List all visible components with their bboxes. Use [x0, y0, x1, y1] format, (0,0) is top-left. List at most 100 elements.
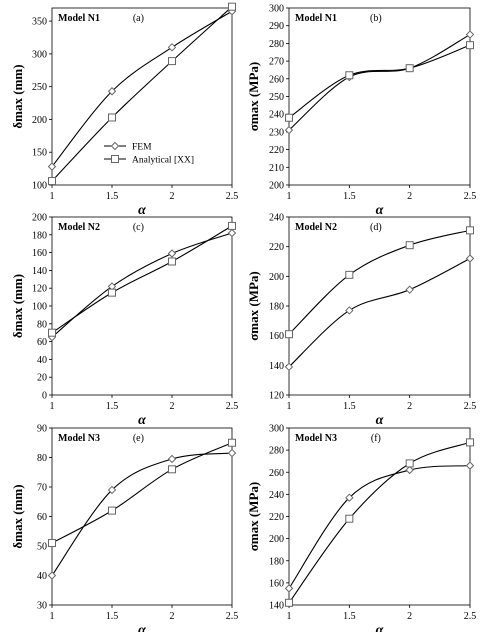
y-tick-label: 180: [269, 302, 284, 313]
data-point-square: [466, 438, 474, 447]
legend-marker-diamond: [110, 141, 120, 151]
y-tick-label: 260: [269, 74, 284, 85]
y-tick-label: 200: [269, 534, 284, 545]
model-title: Model N1: [58, 13, 100, 24]
y-tick-label: 180: [269, 556, 284, 567]
plot-frame: [288, 427, 471, 606]
data-point-square: [48, 539, 56, 548]
panel-label: (b): [370, 13, 382, 24]
data-point-square: [466, 41, 474, 50]
y-tick-label: 180: [32, 230, 47, 241]
x-tick-label: 1.5: [343, 401, 356, 412]
series-line-square: [51, 6, 233, 182]
y-tick-label: 220: [269, 512, 284, 523]
y-tick-label: 40: [37, 571, 47, 582]
data-point-diamond: [284, 362, 294, 372]
y-tick-label: 20: [37, 373, 47, 384]
x-tick-label: 1: [287, 191, 292, 202]
x-tick-label: 1.5: [106, 401, 119, 412]
y-tick-label: 30: [37, 601, 47, 612]
chart-panel-6: 140 160 180 200 220 240 260 280 300 1 1.5 2 2.5 α σmax…: [246, 424, 476, 632]
data-point-diamond: [405, 465, 414, 475]
y-tick-label: 80: [37, 453, 47, 464]
y-tick-label: 160: [269, 331, 284, 342]
y-tick-label: 90: [37, 424, 47, 435]
y-tick-label: 290: [269, 21, 284, 32]
x-tick-label: 1.5: [106, 611, 119, 622]
y-tick-label: 80: [37, 319, 47, 330]
y-axis-label: σmax (MPa): [246, 271, 261, 341]
y-axis-label: σmax (MPa): [246, 62, 261, 132]
data-point-square: [168, 57, 176, 66]
y-tick-label: 350: [32, 17, 47, 28]
model-title: Model N2: [58, 222, 100, 233]
data-point-square: [228, 221, 236, 230]
x-tick-label: 1: [50, 401, 55, 412]
data-point-square: [48, 177, 56, 186]
data-point-diamond: [405, 285, 414, 294]
data-point-diamond: [284, 584, 294, 593]
y-axis-label: σmax (MPa): [246, 482, 261, 552]
data-point-diamond: [227, 448, 237, 458]
data-point-diamond: [107, 87, 117, 96]
data-point-square: [108, 288, 116, 297]
y-tick-label: 260: [269, 468, 284, 479]
data-point-diamond: [167, 249, 177, 258]
data-point-diamond: [465, 30, 475, 39]
y-axis-label: δmax (mm): [10, 484, 25, 548]
y-tick-label: 160: [32, 248, 47, 259]
y-tick-label: 40: [37, 355, 47, 366]
y-tick-label: 0: [42, 391, 47, 402]
x-axis-label: α: [376, 413, 384, 428]
data-point-diamond: [167, 43, 177, 52]
data-point-square: [466, 226, 474, 235]
series-line-square: [288, 441, 471, 604]
series-line-diamond: [51, 232, 233, 338]
y-tick-label: 140: [269, 361, 284, 372]
y-tick-label: 100: [32, 181, 47, 192]
x-tick-label: 2: [407, 611, 412, 622]
x-tick-label: 2.5: [464, 611, 477, 622]
data-point-diamond: [227, 228, 237, 238]
model-title: Model N2: [295, 222, 337, 233]
y-tick-label: 250: [32, 82, 47, 93]
series-line-diamond: [51, 452, 233, 576]
data-point-square: [108, 113, 116, 122]
y-tick-label: 120: [269, 391, 284, 402]
chart-panel-1: 100 150 200 250 300 350 1 1.5 2 2.5 α δmax (mm) Mode…: [10, 2, 239, 218]
data-point-diamond: [345, 306, 354, 315]
x-tick-label: 1.5: [343, 191, 356, 202]
chart-panel-5: 30 40 50 60 70 80 90 1 1.5 2 2.5 α δmax (mm) Model N3…: [10, 424, 238, 632]
y-tick-label: 280: [269, 446, 284, 457]
plot-frame: [51, 216, 233, 396]
data-point-square: [405, 459, 414, 468]
y-tick-label: 240: [269, 490, 284, 501]
series-line-square: [288, 44, 471, 119]
x-tick-label: 2: [407, 401, 412, 412]
x-axis-label: α: [138, 623, 146, 632]
y-tick-label: 280: [269, 39, 284, 50]
data-point-diamond: [465, 461, 475, 470]
x-tick-label: 1.5: [106, 191, 119, 202]
data-point-square: [345, 71, 354, 80]
data-point-diamond: [47, 571, 57, 580]
series-line-square: [51, 442, 233, 544]
y-tick-label: 200: [269, 272, 284, 283]
series-line-diamond: [288, 258, 471, 368]
y-tick-label: 250: [269, 92, 284, 103]
data-point-diamond: [284, 125, 294, 135]
data-point-square: [405, 64, 414, 73]
y-tick-label: 220: [269, 145, 284, 156]
y-tick-label: 60: [37, 337, 47, 348]
y-tick-label: 60: [37, 512, 47, 523]
legend-marker-square: [111, 155, 119, 163]
x-tick-label: 1: [287, 611, 292, 622]
x-tick-label: 2.5: [226, 611, 239, 622]
y-tick-label: 100: [32, 302, 47, 313]
y-tick-label: 240: [269, 110, 284, 121]
panel-label: (c): [133, 222, 144, 233]
panel-label: (e): [133, 433, 144, 444]
data-point-square: [228, 438, 236, 447]
model-title: Model N1: [295, 13, 337, 24]
x-tick-label: 2.5: [226, 191, 239, 202]
